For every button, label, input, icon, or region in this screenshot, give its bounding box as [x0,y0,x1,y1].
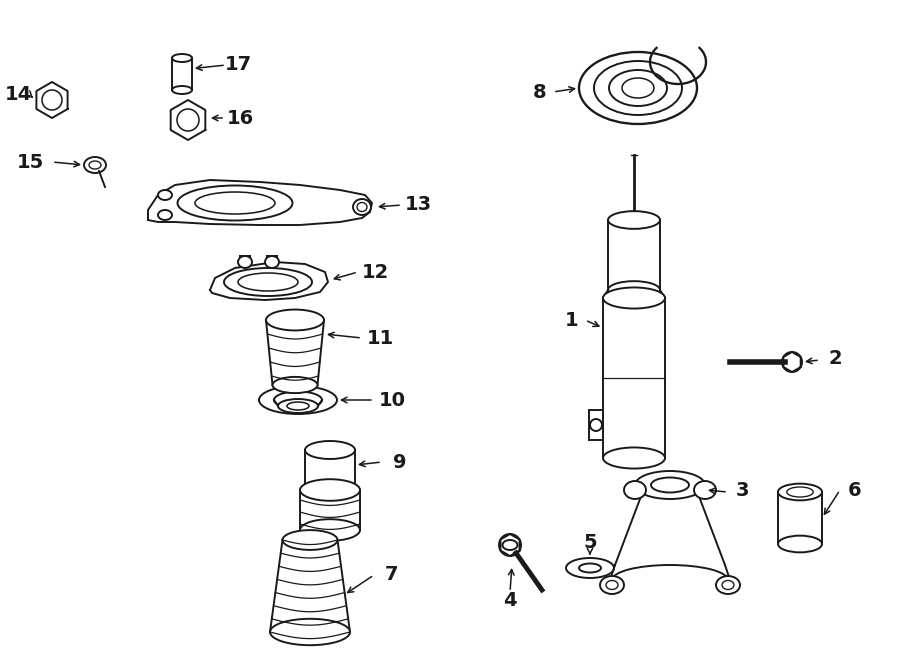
Ellipse shape [778,535,822,553]
Circle shape [177,109,199,131]
Ellipse shape [158,210,172,220]
Text: 1: 1 [565,311,579,329]
Circle shape [499,534,521,556]
Ellipse shape [305,441,355,459]
Ellipse shape [608,281,660,299]
Ellipse shape [273,377,318,393]
Text: 10: 10 [379,391,406,410]
Ellipse shape [266,309,324,330]
Ellipse shape [694,481,716,499]
Ellipse shape [635,471,705,499]
Ellipse shape [238,256,252,268]
Ellipse shape [224,268,312,296]
Ellipse shape [265,256,279,268]
Ellipse shape [158,190,172,200]
Ellipse shape [624,481,646,499]
Text: 7: 7 [385,566,399,584]
Ellipse shape [600,576,624,594]
Ellipse shape [603,447,665,469]
Ellipse shape [278,399,318,413]
Ellipse shape [579,52,697,124]
Ellipse shape [608,211,660,229]
Ellipse shape [353,199,371,215]
Text: 11: 11 [366,329,393,348]
Ellipse shape [603,288,665,309]
Ellipse shape [283,530,338,550]
Ellipse shape [502,540,518,550]
Ellipse shape [594,61,682,115]
Ellipse shape [609,70,667,106]
Circle shape [782,352,802,372]
Ellipse shape [172,86,192,94]
Ellipse shape [716,576,740,594]
Ellipse shape [270,619,350,645]
Bar [589,410,603,440]
Text: 14: 14 [4,85,32,104]
Text: 9: 9 [393,453,407,471]
Text: 12: 12 [362,262,389,282]
Text: 6: 6 [848,481,862,500]
Polygon shape [210,262,328,300]
Ellipse shape [274,391,322,408]
Ellipse shape [177,186,292,221]
Text: 8: 8 [533,83,547,102]
Text: 16: 16 [227,108,254,128]
Text: 4: 4 [503,590,517,609]
Ellipse shape [259,386,337,414]
Text: 13: 13 [404,196,432,215]
Circle shape [42,90,62,110]
Text: 17: 17 [224,56,252,75]
Ellipse shape [300,479,360,501]
Text: 3: 3 [735,481,749,500]
Polygon shape [148,180,372,225]
Ellipse shape [300,519,360,541]
Ellipse shape [566,558,614,578]
Ellipse shape [778,484,822,500]
Text: 5: 5 [583,533,597,551]
Text: 15: 15 [16,153,43,171]
Ellipse shape [172,54,192,62]
Text: 2: 2 [828,348,842,368]
Ellipse shape [84,157,106,173]
